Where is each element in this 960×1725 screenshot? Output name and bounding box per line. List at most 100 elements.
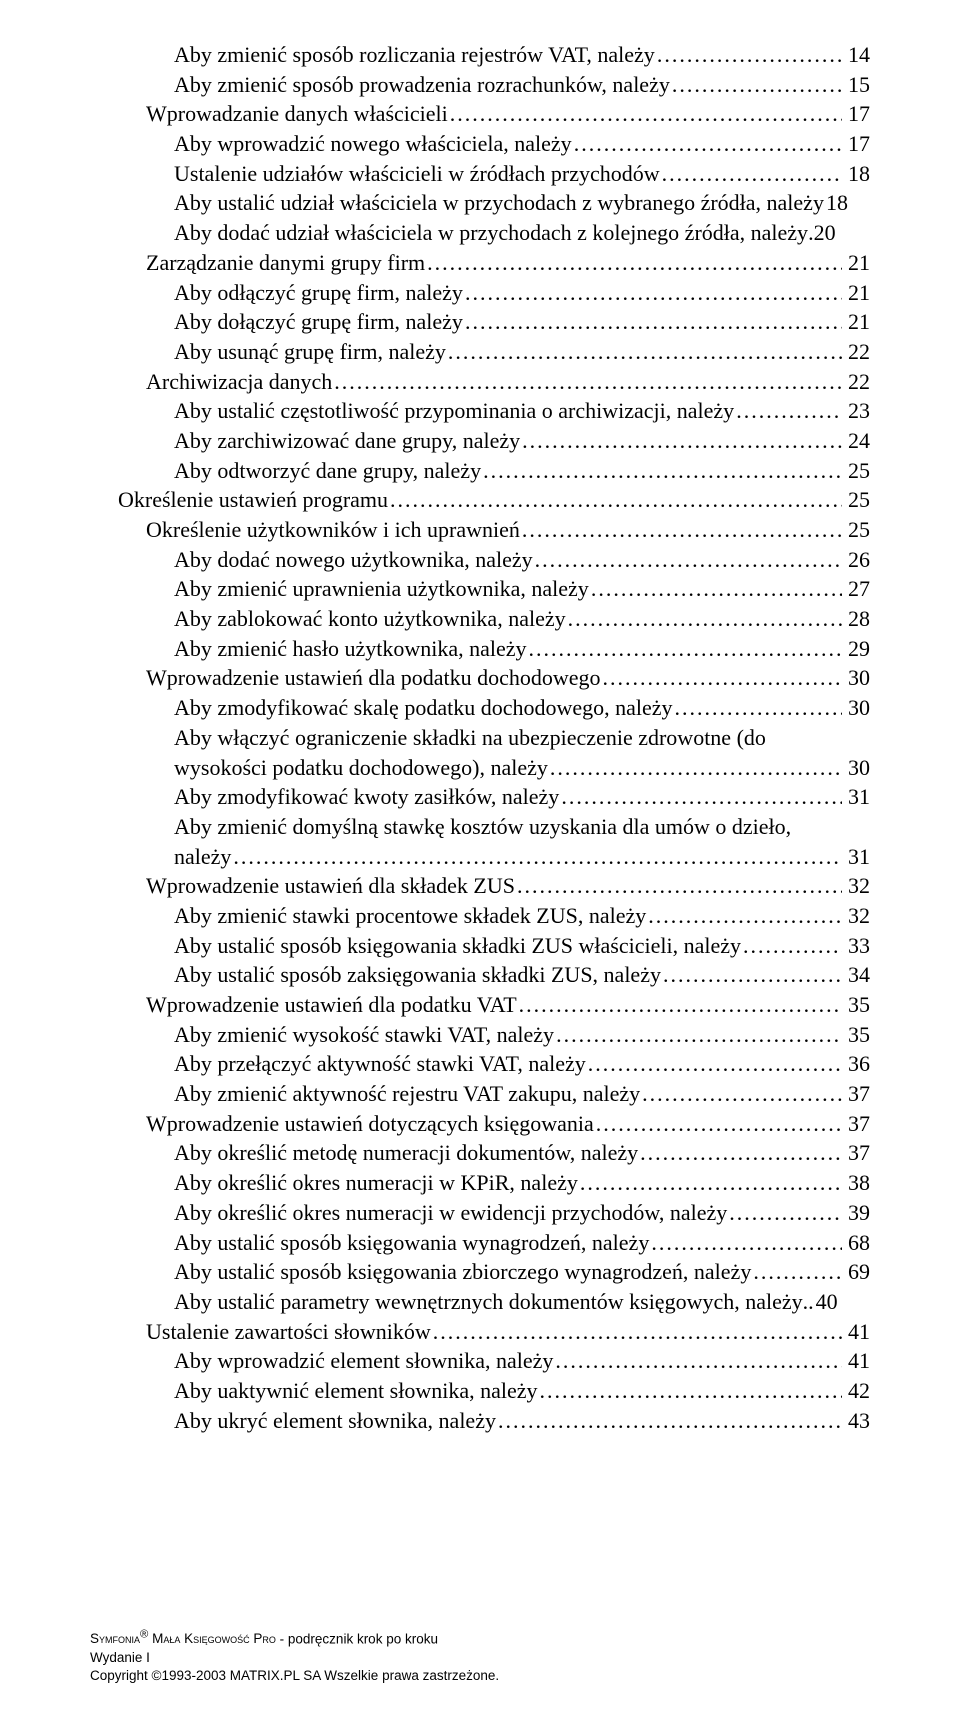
toc-page-number: 17 bbox=[842, 129, 870, 159]
toc-label: Aby usunąć grupę firm, należy bbox=[174, 337, 446, 367]
toc-entry: Aby zmienić domyślną stawkę kosztów uzys… bbox=[90, 812, 870, 842]
toc-page-number: 20 bbox=[814, 218, 836, 248]
toc-page-number: 35 bbox=[842, 990, 870, 1020]
toc-leader bbox=[572, 129, 842, 159]
toc-entry: Wprowadzenie ustawień dla składek ZUS32 bbox=[90, 871, 870, 901]
toc-leader bbox=[515, 871, 842, 901]
toc-entry: Aby ustalić częstotliwość przypominania … bbox=[90, 396, 870, 426]
toc-entry: Aby zmienić sposób prowadzenia rozrachun… bbox=[90, 70, 870, 100]
toc-label: Aby dołączyć grupę firm, należy bbox=[174, 307, 463, 337]
toc-leader bbox=[734, 396, 842, 426]
toc-label: Określenie ustawień programu bbox=[118, 485, 388, 515]
toc-entry: Określenie ustawień programu 25 bbox=[90, 485, 870, 515]
toc-leader bbox=[463, 278, 842, 308]
toc-entry: Aby włączyć ograniczenie składki na ubez… bbox=[90, 723, 870, 753]
toc-label: Archiwizacja danych bbox=[146, 367, 332, 397]
toc-leader bbox=[670, 70, 842, 100]
toc-page-number: 37 bbox=[842, 1138, 870, 1168]
toc-page-number: 41 bbox=[842, 1346, 870, 1376]
toc-leader bbox=[655, 40, 842, 70]
toc-leader bbox=[727, 1198, 842, 1228]
toc-label: Aby zmienić domyślną stawkę kosztów uzys… bbox=[174, 812, 791, 842]
toc-page-number: 18 bbox=[842, 159, 870, 189]
toc-label: Aby włączyć ograniczenie składki na ubez… bbox=[174, 723, 766, 753]
toc-entry: Aby zmodyfikować kwoty zasiłków, należy3… bbox=[90, 782, 870, 812]
toc-leader bbox=[638, 1138, 842, 1168]
toc-page-number: 69 bbox=[842, 1257, 870, 1287]
toc-leader bbox=[388, 485, 842, 515]
toc-entry: Aby zarchiwizować dane grupy, należy24 bbox=[90, 426, 870, 456]
toc-leader bbox=[481, 456, 842, 486]
toc-page-number: 18 bbox=[826, 188, 848, 218]
toc-entry: Aby ustalić sposób księgowania zbiorczeg… bbox=[90, 1257, 870, 1287]
toc-page-number: 29 bbox=[842, 634, 870, 664]
toc-label: Aby odtworzyć dane grupy, należy bbox=[174, 456, 481, 486]
toc-label: Aby zmodyfikować kwoty zasiłków, należy bbox=[174, 782, 559, 812]
toc-entry: Aby zmodyfikować skalę podatku dochodowe… bbox=[90, 693, 870, 723]
toc-page-number: 22 bbox=[842, 337, 870, 367]
toc-label: Aby dodać udział właściciela w przychoda… bbox=[174, 218, 808, 248]
footer-brand: Symfonia® Mała Księgowość Pro bbox=[90, 1631, 280, 1646]
toc-entry: Wprowadzanie danych właścicieli17 bbox=[90, 99, 870, 129]
toc-page-number: 21 bbox=[842, 307, 870, 337]
toc-entry: Wprowadzenie ustawień dla podatku dochod… bbox=[90, 663, 870, 693]
toc-entry: wysokości podatku dochodowego), należy30 bbox=[90, 753, 870, 783]
toc-page-number: 15 bbox=[842, 70, 870, 100]
toc-page-number: 37 bbox=[842, 1079, 870, 1109]
toc-page-number: 32 bbox=[842, 871, 870, 901]
toc-leader bbox=[586, 1049, 842, 1079]
toc-label: Wprowadzanie danych właścicieli bbox=[146, 99, 448, 129]
toc-leader bbox=[520, 515, 842, 545]
toc-leader bbox=[594, 1109, 842, 1139]
toc-leader bbox=[559, 782, 842, 812]
toc-label: Aby zmienić wysokość stawki VAT, należy bbox=[174, 1020, 554, 1050]
toc-entry: Aby określić okres numeracji w KPiR, nal… bbox=[90, 1168, 870, 1198]
toc-leader bbox=[660, 159, 842, 189]
toc-leader bbox=[673, 693, 842, 723]
toc-label: Aby przełączyć aktywność stawki VAT, nal… bbox=[174, 1049, 586, 1079]
toc-page-number: 21 bbox=[842, 278, 870, 308]
toc-leader bbox=[332, 367, 842, 397]
toc-label: Aby ustalić sposób księgowania składki Z… bbox=[174, 931, 741, 961]
toc-entry: Aby określić okres numeracji w ewidencji… bbox=[90, 1198, 870, 1228]
toc-page-number: 41 bbox=[842, 1317, 870, 1347]
toc-entry: Wprowadzenie ustawień dla podatku VAT35 bbox=[90, 990, 870, 1020]
toc-leader bbox=[527, 634, 842, 664]
toc-entry: Aby przełączyć aktywność stawki VAT, nal… bbox=[90, 1049, 870, 1079]
toc-leader bbox=[548, 753, 842, 783]
toc-page-number: 25 bbox=[842, 485, 870, 515]
toc-leader bbox=[425, 248, 842, 278]
toc-leader bbox=[431, 1317, 842, 1347]
toc-page-number: 33 bbox=[842, 931, 870, 961]
toc-entry: Aby wprowadzić nowego właściciela, należ… bbox=[90, 129, 870, 159]
toc-label: Aby ustalić parametry wewnętrznych dokum… bbox=[174, 1287, 803, 1317]
toc-page-number: 36 bbox=[842, 1049, 870, 1079]
toc-leader bbox=[496, 1406, 842, 1436]
toc-label: Wprowadzenie ustawień dla podatku dochod… bbox=[146, 663, 601, 693]
toc-page-number: 30 bbox=[842, 693, 870, 723]
document-page: Aby zmienić sposób rozliczania rejestrów… bbox=[0, 0, 960, 1725]
toc-label: Aby zmodyfikować skalę podatku dochodowe… bbox=[174, 693, 673, 723]
toc-page-number: 22 bbox=[842, 367, 870, 397]
toc-label: Zarządzanie danymi grupy firm bbox=[146, 248, 425, 278]
toc-leader bbox=[448, 99, 842, 129]
page-footer: Symfonia® Mała Księgowość Pro - podręczn… bbox=[90, 1628, 499, 1685]
footer-line-3: Copyright ©1993-2003 MATRIX.PL SA Wszelk… bbox=[90, 1667, 499, 1685]
toc-page-number: 37 bbox=[842, 1109, 870, 1139]
toc-entry: Aby zmienić uprawnienia użytkownika, nal… bbox=[90, 574, 870, 604]
toc-entry: Wprowadzenie ustawień dotyczących księgo… bbox=[90, 1109, 870, 1139]
toc-label: Ustalenie udziałów właścicieli w źródłac… bbox=[174, 159, 660, 189]
toc-entry: Aby zmienić sposób rozliczania rejestrów… bbox=[90, 40, 870, 70]
toc-label: Aby ustalić sposób księgowania wynagrodz… bbox=[174, 1228, 649, 1258]
toc-leader bbox=[649, 1228, 842, 1258]
toc-page-number: 24 bbox=[842, 426, 870, 456]
toc-entry: należy31 bbox=[90, 842, 870, 872]
toc-entry: Aby ustalić sposób zaksięgowania składki… bbox=[90, 960, 870, 990]
toc-entry: Aby wprowadzić element słownika, należy 4… bbox=[90, 1346, 870, 1376]
toc-label: Wprowadzenie ustawień dotyczących księgo… bbox=[146, 1109, 594, 1139]
toc-label: wysokości podatku dochodowego), należy bbox=[174, 753, 548, 783]
toc-label: Aby wprowadzić element słownika, należy bbox=[174, 1346, 553, 1376]
toc-entry: Zarządzanie danymi grupy firm21 bbox=[90, 248, 870, 278]
toc-leader bbox=[601, 663, 842, 693]
toc-leader bbox=[553, 1346, 842, 1376]
